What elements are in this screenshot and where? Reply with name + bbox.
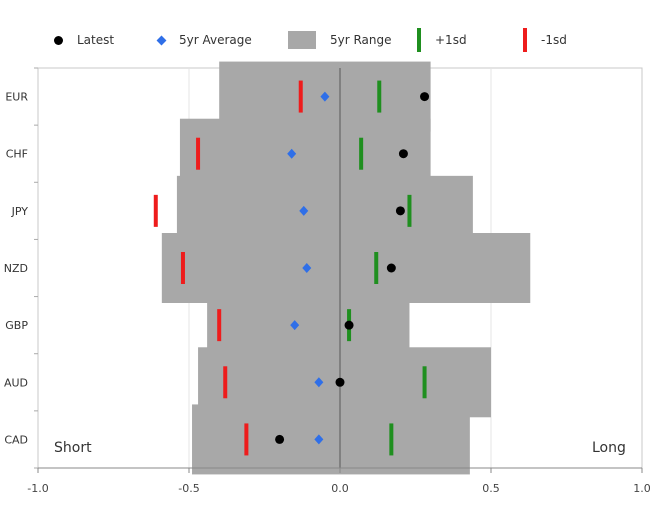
category-label-gbp: GBP [5,319,28,332]
average-marker-aud [314,377,324,388]
average-marker-gbp [290,320,300,331]
latest-marker-cad [275,434,285,444]
legend-item-minus1sd: -1sd [523,28,567,52]
average-marker-nzd [302,263,312,273]
x-tick-label-4: 1.0 [633,482,651,495]
average-marker-jpy [299,205,309,216]
category-label-eur: EUR [5,91,28,104]
category-label-jpy: JPY [11,205,29,218]
minus1sd-marker-aud [223,366,228,399]
latest-marker-chf [398,149,408,159]
minus1sd-bar-icon [523,28,527,52]
plus1sd-marker-chf [359,137,364,170]
minus1sd-marker-jpy [153,194,158,227]
latest-marker-eur [420,92,430,102]
legend-label-latest: Latest [77,33,115,47]
plus1sd-marker-cad [389,423,394,456]
category-label-nzd: NZD [4,262,28,275]
latest-marker-nzd [386,263,396,273]
minus1sd-marker-cad [244,423,249,456]
category-label-chf: CHF [6,148,28,161]
legend-label-minus1sd: -1sd [541,33,567,47]
average-marker-chf [287,148,297,159]
long-label: Long [592,440,626,456]
plus1sd-marker-aud [422,366,427,399]
plus1sd-bar-icon [417,28,421,52]
latest-marker-icon [54,35,63,45]
plus1sd-marker-jpy [407,194,412,227]
x-tick-label-0: -1.0 [27,482,48,495]
legend-item-average: 5yr Average [156,28,252,52]
latest-marker-jpy [395,206,405,216]
legend-label-range: 5yr Range [330,33,392,47]
average-marker-eur [320,91,330,102]
legend-item-range: 5yr Range [288,28,392,52]
x-tick-label-3: 0.5 [482,482,500,495]
x-tick-label-1: -0.5 [178,482,199,495]
plus1sd-marker-nzd [374,252,379,284]
category-label-cad: CAD [4,433,28,446]
plus1sd-marker-eur [377,80,382,113]
minus1sd-marker-chf [196,137,201,170]
latest-marker-aud [335,377,345,387]
range-bar-cad [192,404,470,475]
legend-label-plus1sd: +1sd [435,33,467,47]
average-marker-cad [314,434,324,445]
minus1sd-marker-gbp [217,309,222,342]
short-label: Short [54,440,92,456]
legend-item-plus1sd: +1sd [417,28,467,52]
category-label-aud: AUD [4,376,28,389]
x-tick-label-2: 0.0 [331,482,349,495]
minus1sd-marker-eur [298,80,303,113]
minus1sd-marker-nzd [180,252,185,284]
legend-item-latest: Latest [54,28,114,52]
range-swatch-icon [288,31,316,49]
chart-legend: Latest 5yr Average 5yr Range +1sd -1sd [0,28,656,52]
legend-label-average: 5yr Average [179,33,252,47]
latest-marker-gbp [344,320,354,330]
